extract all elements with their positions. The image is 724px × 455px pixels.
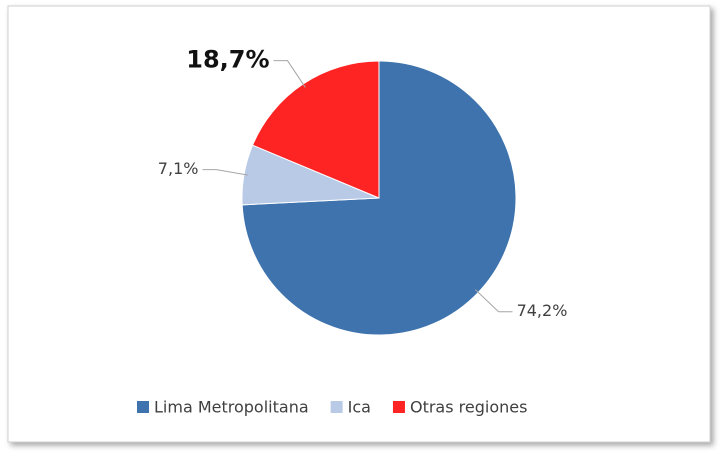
leader-line: [202, 169, 249, 176]
legend-swatch: [392, 401, 405, 413]
legend-swatch: [330, 401, 343, 413]
legend-label: Otras regiones: [410, 398, 527, 417]
legend-swatch: [137, 401, 149, 413]
data-label: 7,1%: [158, 159, 199, 178]
data-label: 74,2%: [517, 301, 568, 320]
legend-label: Lima Metropolitana: [154, 398, 309, 417]
legend-label: Ica: [348, 398, 371, 417]
data-label: 18,7%: [186, 46, 269, 74]
leader-line: [273, 60, 306, 88]
leader-line: [475, 289, 513, 313]
